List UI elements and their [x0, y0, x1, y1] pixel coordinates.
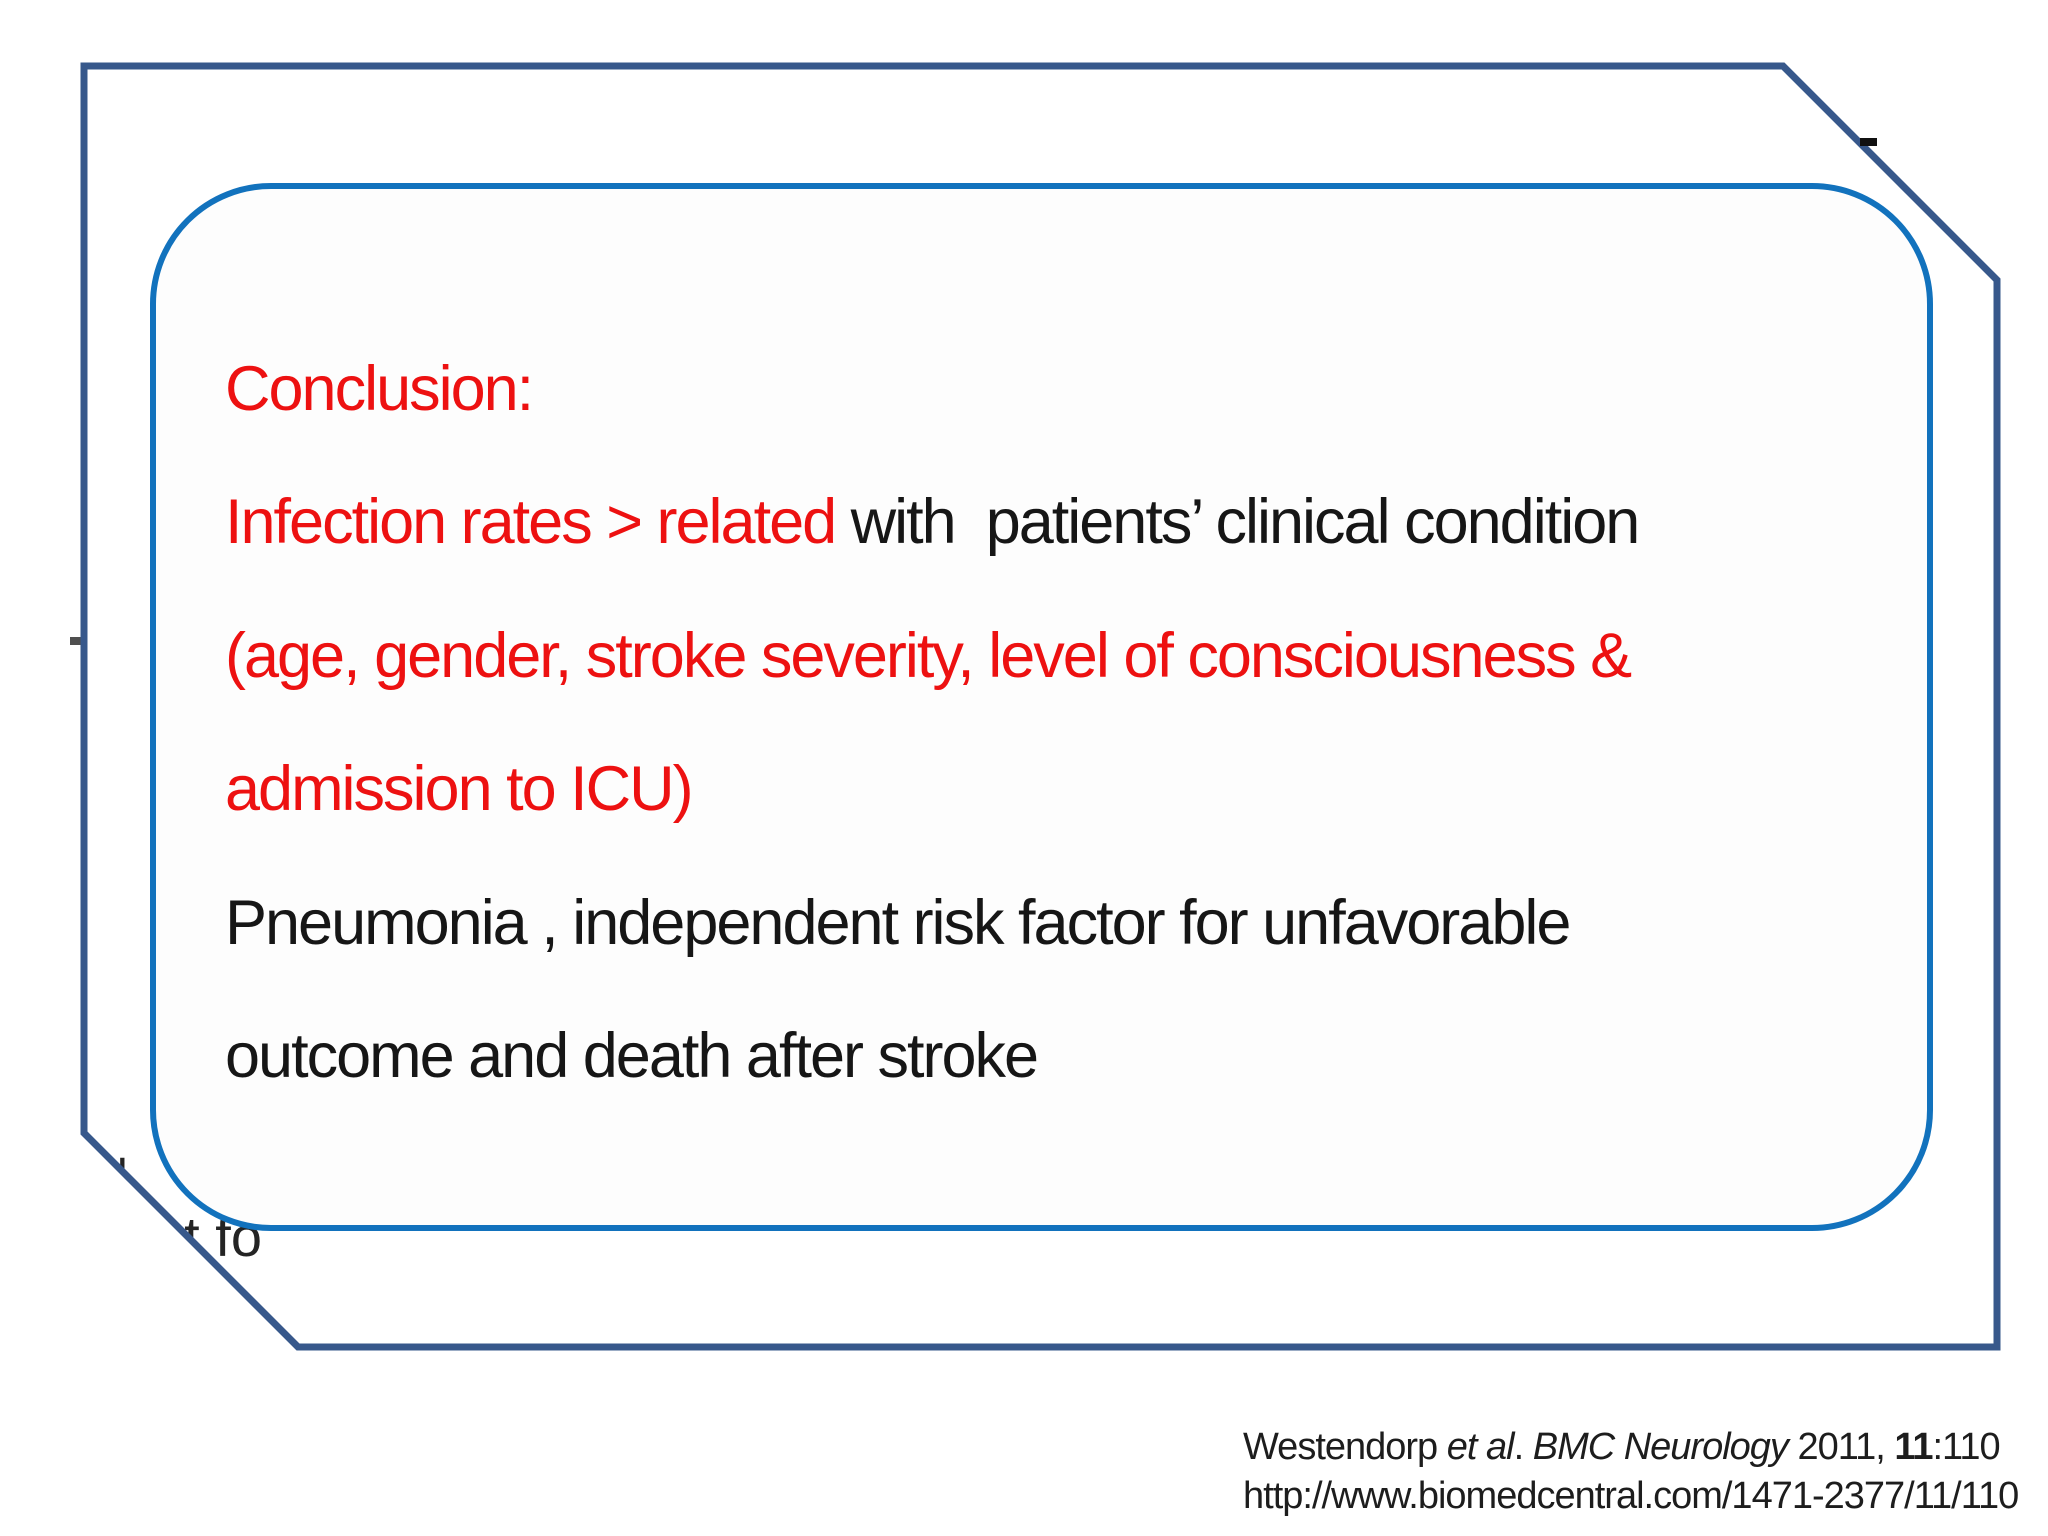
citation-reference-line: Westendorp et al. BMC Neurology 2011, 11…: [1243, 1426, 2001, 1469]
body-line-age-gender: (age, gender, stroke severity, level of …: [225, 621, 1632, 691]
top-right-dash: [1860, 138, 1877, 146]
citation-volume: 11: [1894, 1426, 1933, 1468]
body-line2-red-segment: Infection rates > related: [225, 487, 851, 557]
citation-authors: Westendorp: [1243, 1426, 1447, 1468]
outer-slide-border: [80, 62, 2001, 1351]
left-edge-dash: [70, 637, 86, 645]
body-line-outcome: outcome and death after stroke: [225, 1021, 1039, 1091]
conclusion-heading: Conclusion:: [225, 354, 534, 424]
body-line-infection-rates: Infection rates > related with patients’…: [225, 486, 1641, 558]
citation-url: http://www.biomedcentral.com/1471-2377/1…: [1243, 1475, 2019, 1517]
citation-page: :110: [1932, 1426, 2001, 1468]
rounded-text-frame: [150, 183, 1933, 1231]
body-line-admission-icu: admission to ICU): [225, 754, 694, 824]
body-line-pneumonia: Pneumonia , independent risk factor for …: [225, 888, 1571, 958]
citation-year: 2011,: [1787, 1426, 1895, 1468]
citation-etal: et al: [1446, 1426, 1515, 1468]
citation-period: .: [1513, 1426, 1533, 1468]
body-line2-black-segment: with patients’ clinical condition: [850, 487, 1641, 557]
citation-journal: BMC Neurology: [1532, 1426, 1789, 1468]
